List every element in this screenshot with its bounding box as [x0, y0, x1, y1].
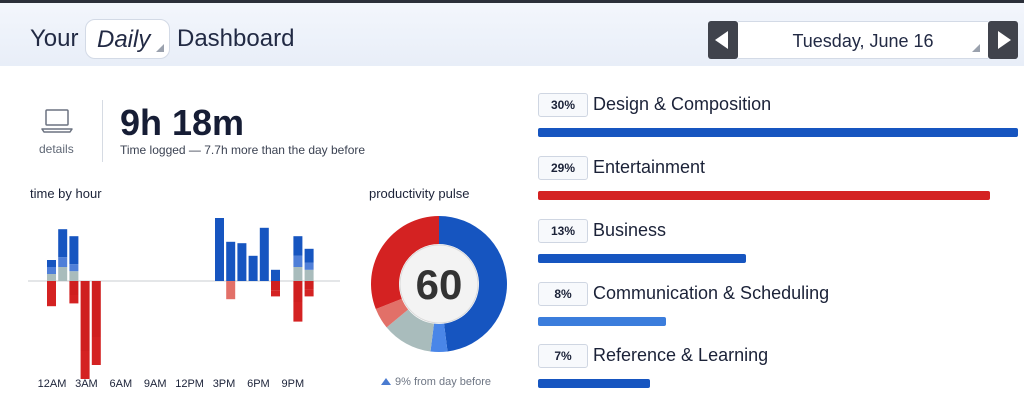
hour-bar-distracting [91, 281, 101, 337]
hour-tick-label: 3PM [213, 378, 236, 390]
hour-bar-productive [69, 236, 79, 265]
category-name: Communication & Scheduling [593, 283, 830, 303]
hour-bar-productive [259, 227, 269, 281]
hour-tick-label: 9AM [144, 378, 167, 390]
title-suffix: Dashboard [177, 25, 295, 52]
hour-tick-label: 6AM [109, 378, 132, 390]
hour-tick-label: 9PM [281, 378, 304, 390]
hour-bar-productive [58, 267, 68, 281]
category-name: Entertainment [593, 157, 706, 177]
arrow-left-icon [715, 31, 728, 49]
category-name: Design & Composition [593, 94, 772, 114]
period-select-value: Daily [97, 26, 151, 53]
hour-tick-label: 6PM [247, 378, 270, 390]
hour-bar-distracting [80, 351, 90, 379]
hour-bar-productive [47, 267, 56, 274]
dashboard-header: Your Daily Dashboard Tuesday, June 16 [0, 3, 1024, 66]
hour-bar-productive [271, 269, 280, 281]
category-name: Reference & Learning [593, 345, 769, 365]
hour-bar-distracting [91, 337, 101, 365]
category-bar [538, 128, 1018, 137]
dropdown-corner-icon [156, 44, 164, 52]
hour-bar-productive [293, 267, 303, 281]
pulse-score: 60 [416, 261, 463, 308]
category-row[interactable]: 13% Business [538, 219, 1018, 269]
hour-bar-distracting [271, 290, 280, 297]
hour-tick-label: 12AM [38, 378, 67, 390]
category-percent-badge: 13% [538, 219, 588, 243]
pulse-segment [386, 309, 434, 352]
date-select-value: Tuesday, June 16 [792, 31, 934, 51]
hour-bar-distracting [80, 281, 90, 351]
category-percent-badge: 29% [538, 156, 588, 180]
date-navigator: Tuesday, June 16 [708, 21, 1018, 59]
title-prefix: Your [30, 25, 79, 52]
hour-bar-productive [47, 274, 56, 281]
hour-bar-distracting [47, 281, 56, 307]
next-day-button[interactable] [988, 21, 1018, 59]
productivity-pulse-chart: 60 [371, 216, 508, 352]
hour-bar-productive [293, 255, 303, 267]
category-row[interactable]: 8% Communication & Scheduling [538, 282, 1018, 332]
hour-tick-label: 3AM [75, 378, 98, 390]
hour-bar-productive [293, 236, 303, 256]
previous-day-button[interactable] [708, 21, 738, 59]
hour-bar-productive [47, 260, 56, 267]
pulse-center [399, 244, 479, 324]
category-name: Business [593, 220, 667, 240]
window-top-edge [0, 0, 1024, 3]
hour-bar-productive [304, 269, 314, 281]
hour-bar-distracting [304, 289, 314, 297]
time-logged-caption: Time logged — 7.7h more than the day bef… [120, 143, 366, 157]
category-percent-badge: 8% [538, 282, 588, 306]
category-bar [538, 379, 650, 388]
pulse-change-text: 9% from day before [395, 376, 491, 388]
hour-bar-distracting [293, 302, 303, 322]
summary-divider [102, 100, 103, 162]
hour-bar-distracting [69, 295, 79, 304]
hour-bar-productive [304, 248, 314, 263]
pulse-change: 9% from day before [381, 376, 491, 388]
category-percent-badge: 7% [538, 344, 588, 368]
category-row[interactable]: 29% Entertainment [538, 156, 1018, 206]
hour-bar-productive [226, 241, 236, 281]
pulse-segment [430, 323, 448, 352]
hour-bar-productive [69, 271, 79, 281]
category-row[interactable]: 30% Design & Composition [538, 93, 1018, 143]
category-row[interactable]: 7% Reference & Learning [538, 344, 1018, 394]
hour-bar-distracting [226, 281, 236, 300]
hour-bar-productive [237, 243, 247, 281]
pulse-segment [371, 216, 439, 310]
date-select[interactable]: Tuesday, June 16 [738, 21, 988, 59]
dropdown-corner-icon [972, 44, 980, 52]
hour-bar-distracting [271, 281, 280, 291]
time-by-hour-chart: 12AM 3AM 6AM 9AM 12PM 3PM 6PM 9PM [28, 218, 340, 390]
details-label: details [39, 142, 74, 156]
hour-tick-label: 12PM [175, 378, 204, 390]
pulse-segment [439, 216, 508, 352]
category-bar [538, 254, 746, 263]
hour-bar-productive [69, 264, 79, 272]
hour-bar-distracting [293, 281, 303, 302]
time-logged-value: 9h 18m [120, 102, 245, 143]
category-bar [538, 317, 666, 326]
pulse-segment [375, 298, 409, 328]
time-by-hour-title: time by hour [30, 186, 102, 201]
period-select[interactable]: Daily [85, 19, 170, 59]
category-bar [538, 191, 990, 200]
hour-bar-productive [58, 257, 68, 267]
hour-bar-productive [58, 229, 68, 258]
hour-bar-distracting [69, 281, 79, 295]
category-percent-badge: 30% [538, 93, 588, 117]
hour-bar-distracting [304, 281, 314, 290]
laptop-icon [41, 109, 73, 133]
hour-bar-productive [304, 262, 314, 270]
productivity-pulse-title: productivity pulse [369, 186, 470, 201]
hour-bar-productive [215, 218, 224, 281]
hour-bar-productive [248, 255, 258, 281]
arrow-right-icon [998, 31, 1011, 49]
arrow-up-icon [381, 378, 391, 385]
